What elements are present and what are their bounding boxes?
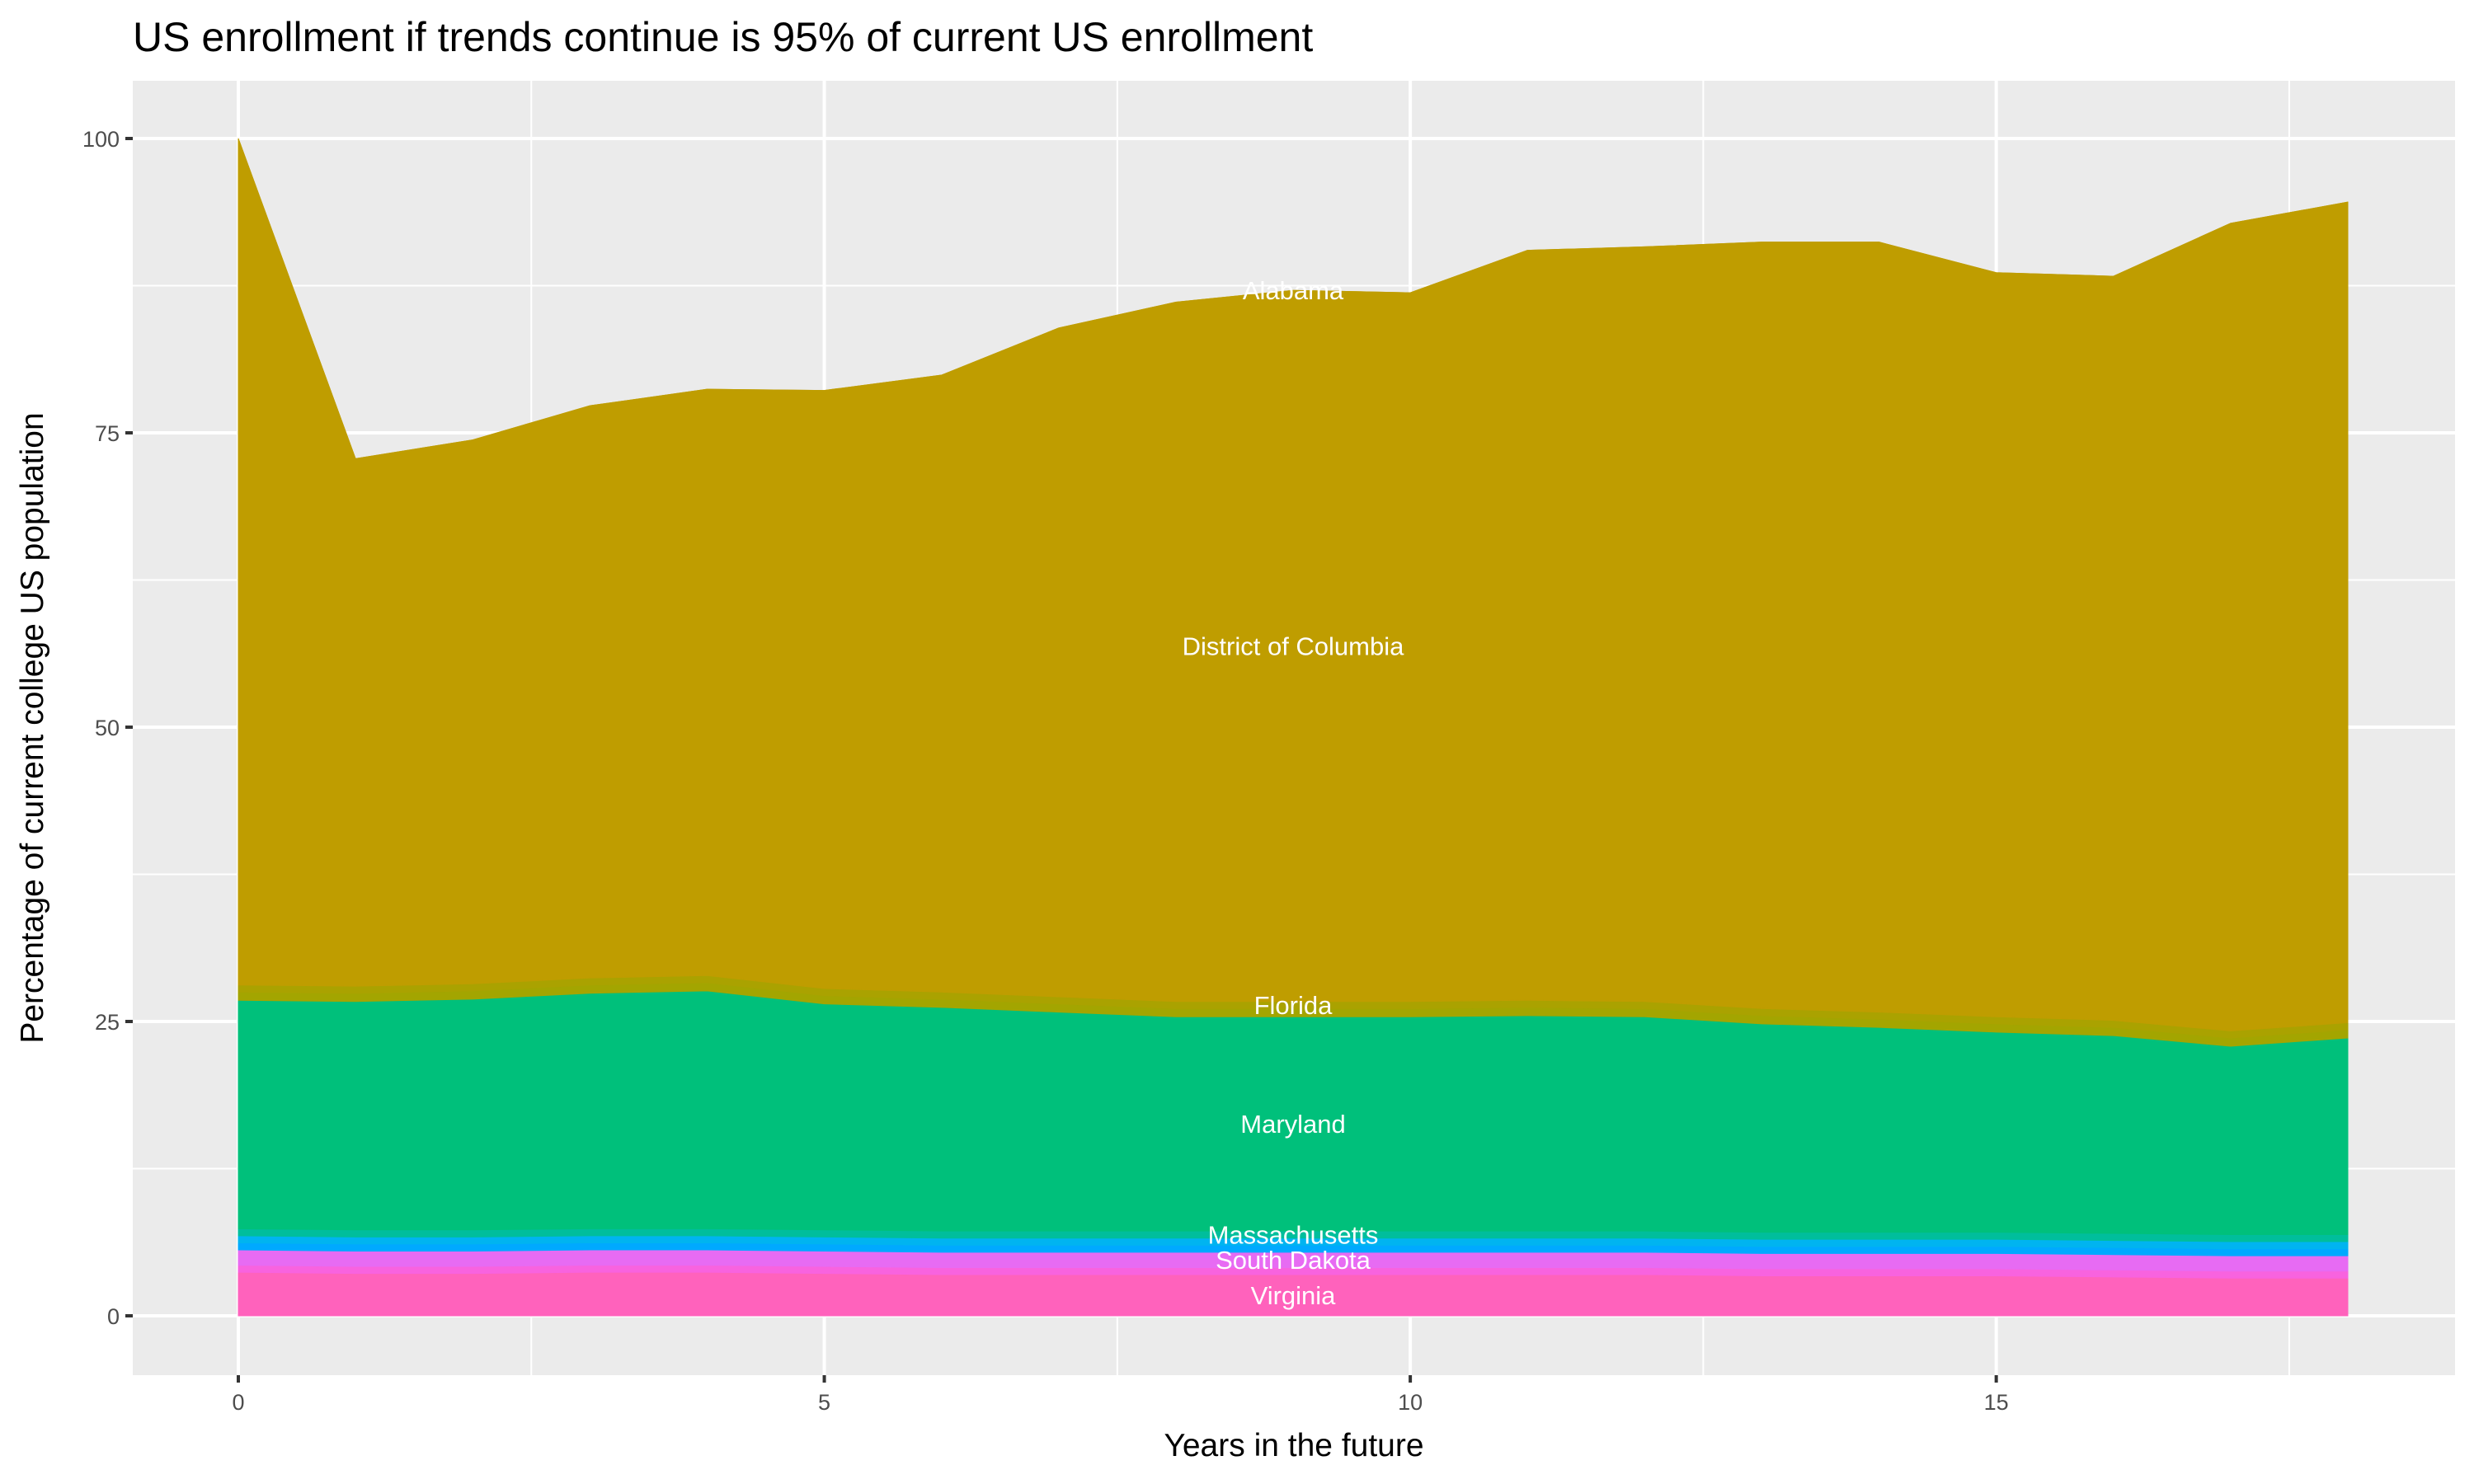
- series-label: Maryland: [1240, 1110, 1346, 1139]
- area-alabama: [238, 138, 2349, 459]
- x-axis-title: Years in the future: [1164, 1428, 1423, 1463]
- y-tick-label: 75: [95, 421, 120, 446]
- y-tick-label: 25: [95, 1010, 120, 1035]
- series-label: Massachusetts: [1208, 1220, 1379, 1249]
- area-layers: [238, 138, 2349, 1317]
- y-tick-label: 100: [82, 127, 120, 152]
- y-axis-ticks: 0 25 50 75 100: [82, 127, 133, 1329]
- series-label: Florida: [1254, 991, 1333, 1020]
- series-label: District of Columbia: [1183, 632, 1404, 660]
- series-label: Virginia: [1251, 1281, 1337, 1310]
- y-axis-title: Percentage of current college US populat…: [15, 412, 50, 1043]
- series-label: Alabama: [1243, 276, 1344, 305]
- x-tick-label: 5: [818, 1390, 830, 1415]
- x-tick-label: 10: [1398, 1390, 1423, 1415]
- x-tick-label: 0: [232, 1390, 244, 1415]
- y-tick-label: 0: [107, 1304, 120, 1329]
- x-tick-label: 15: [1984, 1390, 2009, 1415]
- y-tick-label: 50: [95, 716, 120, 740]
- x-axis-ticks: 0 5 10 15: [232, 1375, 2009, 1415]
- chart-title: US enrollment if trends continue is 95% …: [133, 14, 1313, 60]
- series-label: South Dakota: [1216, 1246, 1371, 1275]
